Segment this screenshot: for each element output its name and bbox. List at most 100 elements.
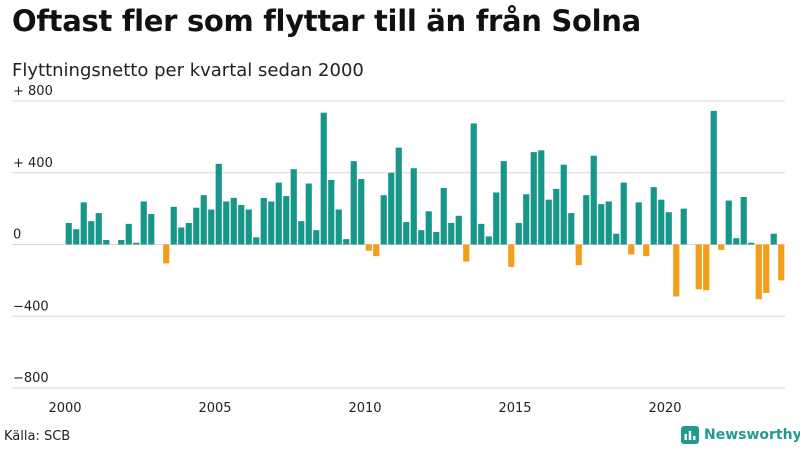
bar bbox=[148, 214, 155, 245]
bar bbox=[665, 212, 672, 245]
bar bbox=[230, 197, 237, 245]
x-tick-label: 2020 bbox=[648, 401, 681, 416]
source-note: Källa: SCB bbox=[4, 429, 71, 444]
x-tick-label: 2005 bbox=[198, 401, 231, 416]
bar bbox=[328, 179, 335, 245]
bar bbox=[748, 242, 755, 245]
bar bbox=[403, 222, 410, 245]
bar bbox=[733, 238, 740, 245]
bar bbox=[635, 202, 642, 245]
bar bbox=[140, 201, 147, 245]
bar bbox=[718, 244, 725, 250]
y-tick-label: + 800 bbox=[13, 84, 53, 99]
bar bbox=[200, 195, 207, 245]
bar bbox=[710, 110, 717, 245]
bar bbox=[80, 202, 87, 245]
bar bbox=[335, 209, 342, 245]
bar bbox=[545, 199, 552, 245]
bar bbox=[275, 182, 282, 245]
bar bbox=[508, 244, 515, 267]
bar bbox=[343, 239, 350, 245]
bar bbox=[73, 229, 80, 245]
bar bbox=[125, 223, 132, 245]
x-tick-label: 2015 bbox=[498, 401, 531, 416]
bar bbox=[448, 222, 455, 245]
bar bbox=[410, 168, 417, 245]
bar bbox=[350, 161, 357, 245]
bar bbox=[650, 187, 657, 245]
bar bbox=[298, 221, 305, 245]
bar bbox=[433, 231, 440, 245]
y-tick-label: −800 bbox=[13, 371, 49, 386]
bar bbox=[418, 230, 425, 245]
bar bbox=[530, 152, 537, 245]
bar bbox=[515, 222, 522, 245]
bar bbox=[440, 188, 447, 245]
bar bbox=[680, 208, 687, 245]
bar bbox=[88, 221, 95, 245]
bar bbox=[260, 197, 267, 245]
bar bbox=[425, 211, 432, 245]
bar-chart-logo-icon bbox=[681, 426, 699, 444]
bar bbox=[95, 213, 102, 245]
bar bbox=[583, 195, 590, 245]
bar bbox=[118, 240, 125, 245]
bar bbox=[365, 244, 372, 251]
bar bbox=[395, 147, 402, 245]
bar bbox=[245, 209, 252, 245]
bar bbox=[763, 244, 770, 293]
bar bbox=[455, 215, 462, 245]
bar bbox=[590, 155, 597, 245]
bar bbox=[523, 194, 530, 245]
bar bbox=[133, 242, 140, 245]
x-tick-label: 2010 bbox=[348, 401, 381, 416]
chart-subtitle: Flyttningsnetto per kvartal sedan 2000 bbox=[12, 60, 364, 81]
bar bbox=[193, 207, 200, 245]
bar bbox=[658, 199, 665, 245]
x-axis-ticks: 2000 2005 2010 2015 2020 bbox=[48, 401, 681, 416]
y-tick-label: + 400 bbox=[13, 156, 53, 171]
bar bbox=[253, 237, 260, 245]
bar bbox=[463, 244, 470, 262]
bar bbox=[208, 209, 215, 245]
bar bbox=[725, 200, 732, 245]
bar bbox=[553, 188, 560, 245]
bar bbox=[485, 236, 492, 245]
y-tick-label: 0 bbox=[13, 228, 21, 243]
bar bbox=[560, 164, 567, 245]
bar bbox=[470, 123, 477, 245]
bar bbox=[703, 244, 710, 291]
bar bbox=[215, 163, 222, 245]
bar bbox=[283, 196, 290, 245]
bar bbox=[380, 195, 387, 245]
bar bbox=[605, 201, 612, 245]
bar bbox=[613, 233, 620, 245]
bar bbox=[170, 206, 177, 245]
bar bbox=[178, 227, 185, 245]
bar bbox=[103, 240, 110, 245]
newsworthy-logo: Newsworthy bbox=[681, 426, 800, 444]
bar bbox=[185, 222, 192, 245]
bar bbox=[358, 179, 365, 245]
bar bbox=[290, 169, 297, 245]
bar bbox=[500, 161, 507, 245]
y-tick-label: −400 bbox=[13, 299, 49, 314]
bar bbox=[373, 244, 380, 257]
bar bbox=[755, 244, 762, 300]
bar bbox=[568, 213, 575, 245]
bar bbox=[305, 183, 312, 245]
bar bbox=[238, 205, 245, 245]
bar bbox=[778, 244, 785, 281]
bar bbox=[695, 244, 702, 290]
chart-title: Oftast fler som flyttar till än från Sol… bbox=[12, 4, 641, 38]
y-axis-ticks: + 800 + 400 0 −400 −800 bbox=[13, 84, 53, 386]
bar bbox=[643, 244, 650, 257]
brand-name: Newsworthy bbox=[704, 427, 800, 443]
bar bbox=[65, 222, 72, 245]
bar bbox=[740, 196, 747, 245]
bar bbox=[313, 230, 320, 245]
bar bbox=[493, 192, 500, 245]
bars bbox=[65, 110, 785, 300]
bar bbox=[770, 233, 777, 245]
